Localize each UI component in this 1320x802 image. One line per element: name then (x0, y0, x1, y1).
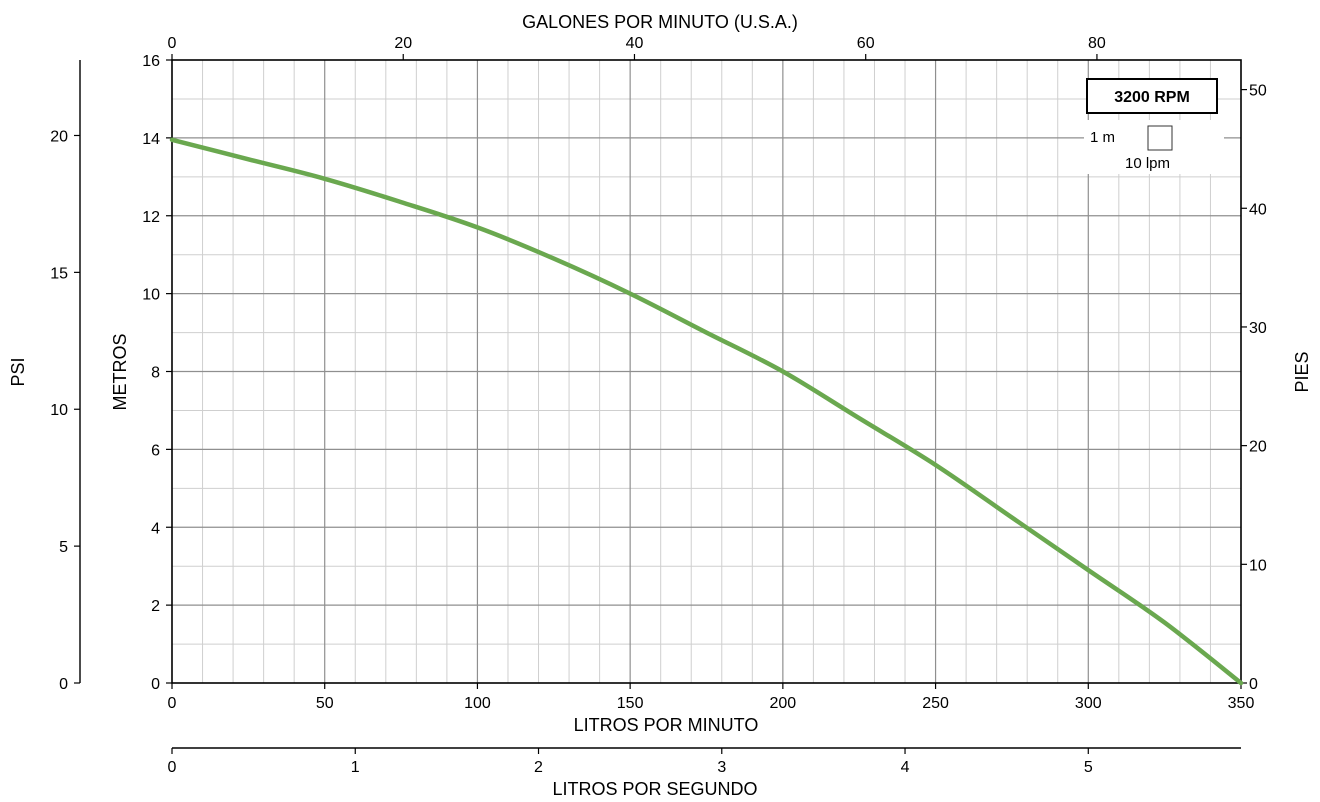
x-tick-label: 200 (770, 695, 797, 712)
psi-tick-label: 5 (59, 539, 68, 556)
lps-tick-label: 4 (901, 759, 910, 776)
legend-box (1086, 78, 1218, 114)
right-tick-label: 30 (1249, 320, 1267, 337)
scale-key-vertical: 1 m (1090, 129, 1115, 146)
y-tick-label: 2 (151, 598, 160, 615)
y-tick-label: 4 (151, 520, 160, 537)
lps-tick-label: 5 (1084, 759, 1093, 776)
x-tick-label: 50 (316, 695, 334, 712)
y-tick-label: 6 (151, 442, 160, 459)
y-tick-label: 12 (142, 209, 160, 226)
right-tick-label: 40 (1249, 201, 1267, 218)
psi-tick-label: 0 (59, 676, 68, 693)
y-tick-label: 8 (151, 365, 160, 382)
lps-tick-label: 0 (168, 759, 177, 776)
top-tick-label: 0 (168, 35, 177, 52)
y-tick-label: 16 (142, 53, 160, 70)
lps-tick-label: 2 (534, 759, 543, 776)
top-axis-title: GALONES POR MINUTO (U.S.A.) (522, 12, 798, 32)
y-axis-title: METROS (110, 333, 130, 410)
x-axis-title: LITROS POR MINUTO (574, 715, 759, 735)
lps-tick-label: 3 (717, 759, 726, 776)
x-tick-label: 300 (1075, 695, 1102, 712)
psi-tick-label: 15 (50, 265, 68, 282)
right-tick-label: 0 (1249, 676, 1258, 693)
series-curve-3200-rpm (169, 137, 1244, 686)
x-tick-label: 250 (922, 695, 949, 712)
legend: 3200 RPM (1086, 78, 1218, 114)
x-tick-label: 350 (1228, 695, 1255, 712)
x-tick-label: 150 (617, 695, 644, 712)
x-tick-label: 100 (464, 695, 491, 712)
scale-key-square (1147, 125, 1173, 151)
lps-tick-label: 1 (351, 759, 360, 776)
right-tick-label: 50 (1249, 83, 1267, 100)
scale-key: 1 m 10 lpm (1084, 120, 1224, 174)
legend-label: 3200 RPM (1114, 89, 1190, 106)
outer-left-axis-title: PSI (8, 357, 28, 386)
scale-key-horizontal: 10 lpm (1125, 155, 1170, 172)
right-axis-title: PIES (1292, 351, 1312, 392)
right-tick-label: 10 (1249, 557, 1267, 574)
top-tick-label: 80 (1088, 35, 1106, 52)
top-tick-label: 40 (626, 35, 644, 52)
y-tick-label: 14 (142, 131, 160, 148)
x-tick-label: 0 (168, 695, 177, 712)
psi-tick-label: 10 (50, 402, 68, 419)
psi-tick-label: 20 (50, 128, 68, 145)
y-tick-label: 10 (142, 287, 160, 304)
top-tick-label: 60 (857, 35, 875, 52)
bottom-axis-title: LITROS POR SEGUNDO (552, 779, 757, 799)
chart-grid (172, 60, 1241, 683)
y-tick-label: 0 (151, 676, 160, 693)
right-tick-label: 20 (1249, 439, 1267, 456)
top-tick-label: 20 (394, 35, 412, 52)
